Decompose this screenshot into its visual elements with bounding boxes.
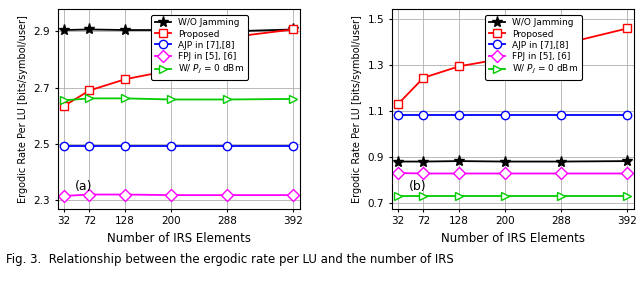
W/O Jamming [289, 28, 297, 31]
FPJ in [5], [6] [121, 193, 129, 196]
W/ $P_J$ = 0 dBm [121, 97, 129, 100]
FPJ in [5], [6] [223, 193, 231, 197]
W/O Jamming [455, 159, 463, 163]
Line: FPJ in [5], [6]: FPJ in [5], [6] [394, 169, 632, 178]
W/ $P_J$ = 0 dBm [167, 98, 175, 101]
W/ $P_J$ = 0 dBm [289, 97, 297, 101]
Proposed [420, 76, 428, 80]
W/ $P_J$ = 0 dBm [86, 97, 93, 100]
W/ $P_J$ = 0 dBm [394, 195, 402, 198]
Proposed [60, 104, 68, 108]
W/ $P_J$ = 0 dBm [557, 195, 565, 198]
Line: W/ $P_J$ = 0 dBm: W/ $P_J$ = 0 dBm [394, 192, 632, 201]
W/ $P_J$ = 0 dBm [223, 98, 231, 101]
FPJ in [5], [6] [557, 172, 565, 175]
Proposed [557, 43, 565, 46]
Proposed [623, 27, 631, 30]
Proposed [167, 69, 175, 72]
AJP in [7],[8] [167, 145, 175, 148]
W/O Jamming [86, 28, 93, 31]
Proposed [289, 28, 297, 31]
W/ $P_J$ = 0 dBm [420, 195, 428, 198]
AJP in [7],[8] [289, 145, 297, 148]
AJP in [7],[8] [86, 145, 93, 148]
FPJ in [5], [6] [86, 193, 93, 196]
FPJ in [5], [6] [420, 172, 428, 175]
W/O Jamming [394, 160, 402, 163]
W/O Jamming [501, 160, 509, 163]
AJP in [7],[8] [394, 114, 402, 117]
Line: W/O Jamming: W/O Jamming [392, 156, 633, 167]
AJP in [7],[8] [501, 114, 509, 117]
AJP in [7],[8] [121, 145, 129, 148]
Proposed [394, 103, 402, 106]
Proposed [86, 89, 93, 92]
Line: W/O Jamming: W/O Jamming [58, 24, 299, 37]
Text: Fig. 3.  Relationship between the ergodic rate per LU and the number of IRS: Fig. 3. Relationship between the ergodic… [6, 253, 454, 266]
W/O Jamming [223, 30, 231, 33]
W/ $P_J$ = 0 dBm [60, 99, 68, 102]
Line: Proposed: Proposed [60, 25, 298, 110]
X-axis label: Number of IRS Elements: Number of IRS Elements [440, 232, 584, 245]
Line: Proposed: Proposed [394, 24, 632, 108]
Line: AJP in [7],[8]: AJP in [7],[8] [394, 111, 632, 119]
W/O Jamming [623, 159, 631, 163]
Line: AJP in [7],[8]: AJP in [7],[8] [60, 142, 298, 150]
FPJ in [5], [6] [60, 194, 68, 198]
FPJ in [5], [6] [394, 171, 402, 175]
FPJ in [5], [6] [167, 193, 175, 197]
Proposed [455, 65, 463, 68]
Legend: W/O Jamming, Proposed, AJP in [7],[8], FPJ in [5], [6], W/ $P_J$ = 0 dBm: W/O Jamming, Proposed, AJP in [7],[8], F… [485, 15, 582, 80]
W/ $P_J$ = 0 dBm [455, 195, 463, 198]
Y-axis label: Ergodic Rate Per LU [bits/symbol/user]: Ergodic Rate Per LU [bits/symbol/user] [352, 15, 362, 203]
AJP in [7],[8] [420, 114, 428, 117]
FPJ in [5], [6] [623, 172, 631, 175]
Line: FPJ in [5], [6]: FPJ in [5], [6] [60, 190, 298, 200]
Text: (a): (a) [74, 180, 92, 193]
W/O Jamming [557, 160, 565, 163]
W/O Jamming [121, 28, 129, 32]
FPJ in [5], [6] [289, 193, 297, 197]
Y-axis label: Ergodic Rate Per LU [bits/symbol/user]: Ergodic Rate Per LU [bits/symbol/user] [18, 15, 28, 203]
FPJ in [5], [6] [455, 172, 463, 175]
AJP in [7],[8] [223, 145, 231, 148]
W/O Jamming [420, 160, 428, 163]
W/ $P_J$ = 0 dBm [623, 195, 631, 198]
Proposed [121, 77, 129, 81]
Line: W/ $P_J$ = 0 dBm: W/ $P_J$ = 0 dBm [60, 94, 298, 105]
AJP in [7],[8] [557, 114, 565, 117]
Legend: W/O Jamming, Proposed, AJP in [7],[8], FPJ in [5], [6], W/ $P_J$ = 0 dBm: W/O Jamming, Proposed, AJP in [7],[8], F… [152, 15, 248, 80]
Text: (b): (b) [408, 180, 426, 193]
X-axis label: Number of IRS Elements: Number of IRS Elements [107, 232, 251, 245]
AJP in [7],[8] [60, 145, 68, 148]
W/O Jamming [60, 28, 68, 32]
Proposed [501, 57, 509, 60]
AJP in [7],[8] [623, 114, 631, 117]
W/O Jamming [167, 28, 175, 32]
Proposed [223, 36, 231, 39]
W/ $P_J$ = 0 dBm [501, 195, 509, 198]
FPJ in [5], [6] [501, 172, 509, 175]
AJP in [7],[8] [455, 114, 463, 117]
